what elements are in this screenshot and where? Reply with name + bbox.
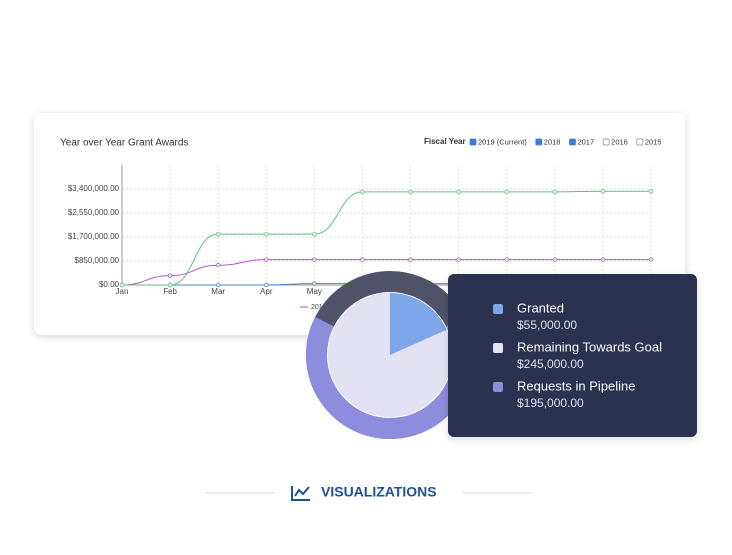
point bbox=[456, 189, 461, 195]
point bbox=[552, 257, 558, 262]
point bbox=[215, 282, 221, 288]
chart-title: Year over Year Grant Awards bbox=[60, 138, 188, 149]
point bbox=[648, 189, 654, 194]
point bbox=[408, 257, 413, 262]
y-tick-label: $1,700,000.00 bbox=[68, 232, 120, 241]
tooltip-swatch bbox=[493, 343, 503, 353]
point bbox=[504, 257, 509, 262]
y-tick-label: $2,550,000.00 bbox=[68, 208, 120, 217]
chart-icon bbox=[291, 486, 310, 501]
tooltip-label: Granted bbox=[517, 300, 564, 315]
y-tick-label: $850,000.00 bbox=[75, 256, 120, 265]
point bbox=[264, 257, 269, 262]
series-line bbox=[121, 259, 651, 286]
point bbox=[504, 189, 509, 195]
point bbox=[167, 282, 173, 288]
tooltip-label: Remaining Towards Goal bbox=[517, 339, 662, 354]
x-tick-label: Jan bbox=[116, 287, 129, 296]
point bbox=[215, 231, 221, 237]
legend-label: 2017 bbox=[577, 137, 594, 146]
legend-label: 2019 (Current) bbox=[478, 137, 527, 146]
legend-checkbox bbox=[602, 138, 610, 146]
tooltip-value: $245,000.00 bbox=[517, 357, 584, 371]
point bbox=[264, 282, 269, 288]
legend-label: 2018 bbox=[544, 137, 561, 146]
x-tick-label: May bbox=[307, 287, 322, 296]
legend-label: 2018 bbox=[311, 304, 327, 311]
point bbox=[167, 273, 173, 278]
point bbox=[312, 281, 317, 286]
legend-checkbox bbox=[636, 138, 644, 146]
point bbox=[264, 231, 269, 237]
x-tick-label: Apr bbox=[260, 287, 273, 296]
point bbox=[360, 257, 365, 262]
x-tick-label: Feb bbox=[163, 287, 177, 296]
point bbox=[215, 263, 221, 268]
legend-title: Fiscal Year bbox=[424, 137, 466, 146]
tooltip-value: $195,000.00 bbox=[517, 396, 584, 410]
y-tick-label: $3,400,000.00 bbox=[68, 184, 120, 193]
point bbox=[408, 189, 413, 195]
tooltip bbox=[448, 274, 697, 437]
point bbox=[456, 257, 461, 262]
tooltip-swatch bbox=[493, 382, 503, 392]
legend-checkbox bbox=[569, 138, 576, 146]
point bbox=[360, 189, 365, 195]
pie-slice bbox=[390, 293, 447, 355]
tooltip-value: $55,000.00 bbox=[517, 318, 577, 332]
plot: 2019 (Current) 2018 2017 2016 2015 $0.00 $850,… bbox=[68, 137, 662, 310]
point bbox=[312, 257, 317, 262]
point bbox=[119, 282, 125, 288]
legend-checkbox bbox=[469, 138, 477, 146]
point bbox=[600, 257, 606, 262]
legend-label: 2015 bbox=[645, 137, 662, 146]
point bbox=[648, 257, 654, 262]
legend-label: 2016 bbox=[611, 137, 628, 146]
point bbox=[600, 189, 606, 194]
y-tick-label: $0.00 bbox=[99, 280, 120, 289]
point bbox=[312, 231, 317, 237]
tooltip-items: Granted $55,000.00 Remaining Towards Goal $… bbox=[493, 300, 662, 410]
legend-checkbox bbox=[535, 138, 543, 146]
pie bbox=[305, 271, 474, 440]
tooltip-label: Requests in Pipeline bbox=[517, 378, 636, 393]
tooltip-swatch bbox=[493, 304, 503, 314]
x-tick-label: Mar bbox=[211, 287, 225, 296]
point bbox=[552, 189, 558, 195]
footer-title: VISUALIZATIONS bbox=[321, 484, 437, 500]
